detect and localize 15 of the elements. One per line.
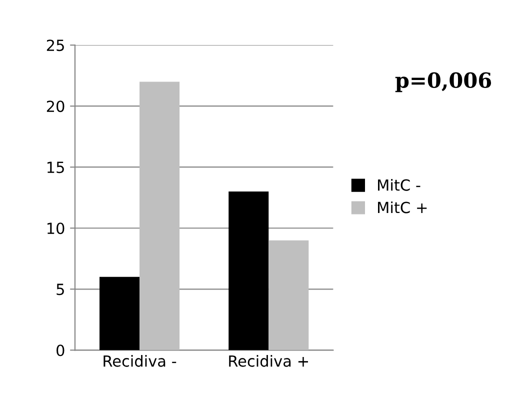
bar: [228, 192, 269, 350]
y-tick-label: 10: [47, 222, 64, 234]
bar: [140, 82, 180, 350]
bar: [268, 240, 309, 350]
text: p=0,006: [395, 72, 492, 92]
legend-label: MitC -: [378, 179, 420, 191]
y-tick-label: 20: [46, 100, 64, 112]
x-tick-label: Recidiva +: [229, 355, 308, 367]
y-tick-label: 0: [56, 344, 64, 356]
y-tick-label: 15: [47, 162, 64, 174]
bar: [100, 276, 140, 350]
legend-label: MitC +: [378, 201, 427, 214]
x-tick-label: Recidiva -: [104, 355, 176, 367]
y-tick-label: 5: [56, 284, 64, 296]
y-tick-label: 25: [46, 40, 64, 52]
